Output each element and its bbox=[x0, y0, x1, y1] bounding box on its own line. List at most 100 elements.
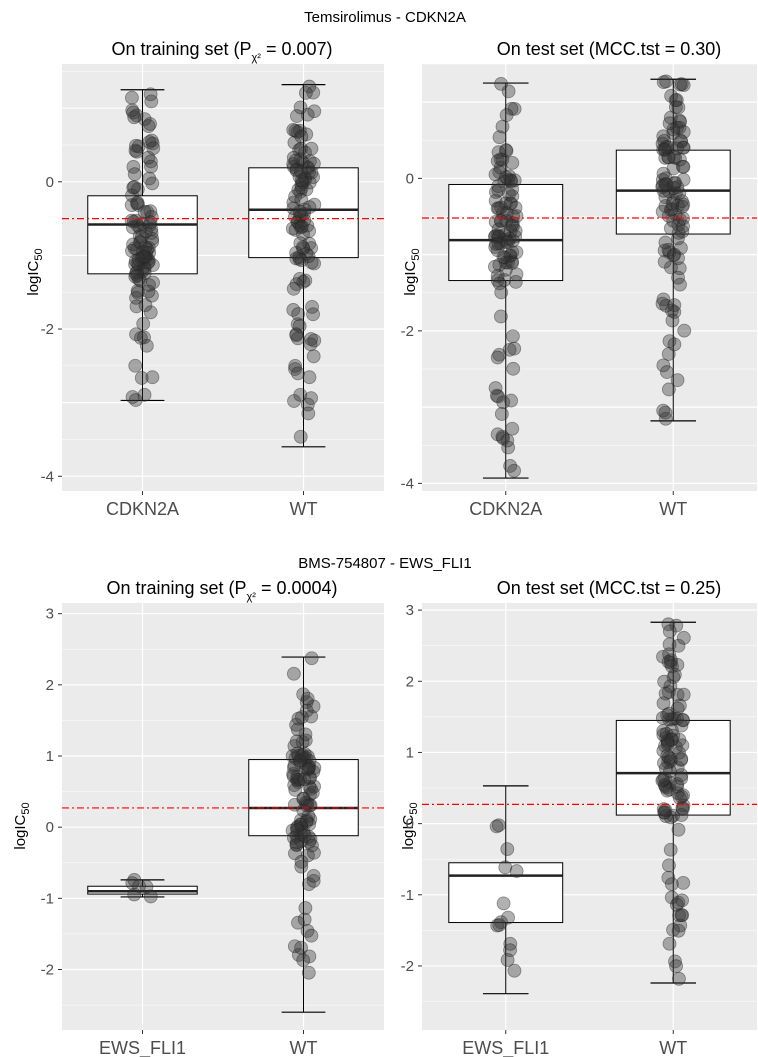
data-point bbox=[656, 166, 671, 181]
data-point bbox=[296, 803, 311, 818]
data-point bbox=[300, 798, 314, 813]
data-point bbox=[304, 781, 318, 796]
data-point bbox=[491, 179, 506, 193]
y-axis-label-3: logIC50 bbox=[12, 802, 32, 849]
data-point bbox=[657, 674, 672, 689]
data-point bbox=[672, 971, 686, 986]
data-point bbox=[130, 283, 145, 298]
data-point bbox=[497, 228, 512, 242]
data-point bbox=[292, 319, 307, 333]
data-point bbox=[672, 698, 687, 713]
data-point bbox=[125, 188, 139, 203]
data-point bbox=[141, 252, 155, 267]
data-point bbox=[291, 331, 305, 346]
data-point bbox=[663, 221, 678, 236]
data-point bbox=[129, 327, 143, 342]
data-point bbox=[141, 150, 156, 165]
data-point bbox=[501, 173, 516, 187]
data-point bbox=[306, 699, 321, 714]
data-point bbox=[499, 143, 513, 157]
data-point bbox=[124, 198, 139, 212]
data-point bbox=[303, 154, 317, 169]
data-point bbox=[666, 181, 681, 195]
data-point bbox=[137, 112, 152, 127]
data-point bbox=[670, 658, 685, 672]
data-point bbox=[302, 877, 316, 891]
data-point bbox=[302, 754, 317, 768]
data-point bbox=[655, 204, 670, 219]
data-point bbox=[661, 150, 676, 165]
data-point bbox=[141, 255, 155, 270]
data-point bbox=[131, 285, 145, 300]
data-point bbox=[141, 241, 156, 255]
data-point bbox=[127, 110, 142, 125]
data-point bbox=[660, 708, 675, 723]
data-point bbox=[128, 257, 143, 272]
box-ews-fli1 bbox=[448, 785, 564, 995]
data-point bbox=[291, 182, 306, 197]
data-point bbox=[674, 77, 689, 92]
data-point bbox=[498, 255, 513, 270]
data-point bbox=[668, 175, 682, 190]
data-point bbox=[505, 155, 520, 170]
data-point bbox=[661, 617, 676, 632]
data-point bbox=[294, 192, 309, 207]
data-point bbox=[302, 165, 317, 180]
data-point bbox=[137, 261, 152, 276]
data-point bbox=[658, 190, 673, 205]
data-point bbox=[497, 273, 512, 287]
data-point bbox=[140, 242, 155, 256]
data-point bbox=[290, 125, 305, 139]
data-point bbox=[296, 275, 311, 289]
data-point bbox=[506, 209, 521, 224]
box-body bbox=[448, 183, 564, 282]
data-point bbox=[288, 189, 303, 204]
data-point bbox=[130, 256, 145, 271]
data-point bbox=[656, 75, 671, 90]
data-point bbox=[496, 205, 510, 220]
data-point bbox=[496, 395, 511, 410]
data-point bbox=[298, 750, 313, 765]
data-point bbox=[302, 817, 317, 832]
data-point bbox=[145, 136, 160, 151]
data-point bbox=[676, 219, 690, 234]
data-point bbox=[290, 317, 305, 332]
data-point bbox=[299, 761, 314, 776]
data-point bbox=[286, 122, 301, 137]
data-point bbox=[291, 366, 305, 381]
data-point bbox=[297, 828, 312, 843]
data-point bbox=[657, 777, 672, 792]
data-point bbox=[301, 759, 316, 774]
data-point bbox=[135, 229, 149, 244]
data-point bbox=[300, 691, 315, 706]
data-point bbox=[294, 827, 309, 842]
data-point bbox=[296, 791, 311, 806]
box-cdkn2a bbox=[87, 89, 198, 402]
data-point bbox=[302, 779, 317, 794]
data-point bbox=[657, 805, 672, 820]
data-point bbox=[666, 670, 681, 684]
data-point bbox=[129, 108, 144, 123]
data-point bbox=[299, 182, 314, 197]
data-point bbox=[662, 647, 677, 662]
data-point bbox=[656, 292, 671, 307]
data-point bbox=[656, 142, 671, 157]
y-tick-label: 0 bbox=[406, 170, 414, 187]
data-point bbox=[663, 679, 678, 694]
data-point bbox=[501, 235, 515, 249]
data-point bbox=[301, 161, 316, 176]
data-point bbox=[499, 108, 514, 123]
data-point bbox=[307, 333, 322, 348]
data-point bbox=[300, 160, 315, 175]
data-point bbox=[498, 860, 513, 875]
data-point bbox=[494, 76, 508, 91]
data-point bbox=[292, 143, 307, 157]
data-point bbox=[125, 103, 140, 118]
data-point bbox=[672, 261, 687, 276]
data-point bbox=[507, 101, 522, 116]
data-point bbox=[668, 100, 683, 115]
data-point bbox=[299, 703, 314, 718]
data-point bbox=[298, 727, 313, 742]
data-point bbox=[307, 197, 322, 212]
